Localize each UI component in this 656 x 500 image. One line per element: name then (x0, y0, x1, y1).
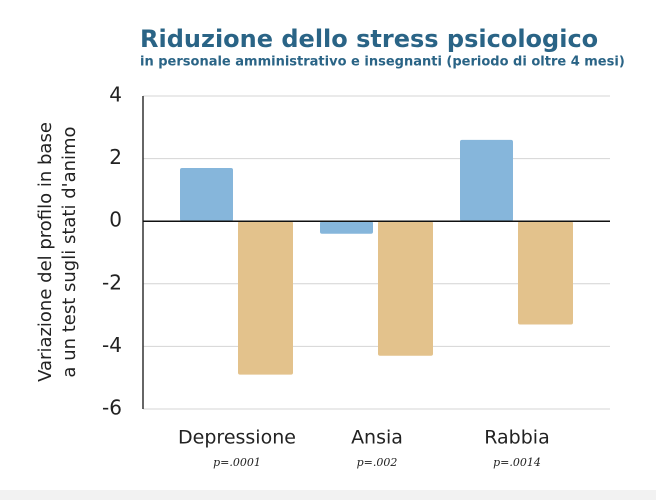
bar (238, 221, 293, 375)
bar (180, 167, 233, 222)
y-tick-label: -2 (102, 270, 122, 294)
bar (518, 221, 573, 325)
y-tick-label: -4 (102, 333, 122, 357)
bar (378, 221, 433, 356)
y-axis-label: a un test sugli stati d'animo (59, 126, 80, 377)
y-tick-label: 4 (109, 83, 122, 107)
y-tick-label: 0 (109, 208, 122, 232)
chart-title: Riduzione dello stress psicologico (140, 25, 598, 53)
y-tick-label: 2 (109, 145, 122, 169)
y-tick-label: -6 (102, 396, 122, 420)
p-value: p=.0014 (493, 456, 541, 469)
p-value: p=.0001 (213, 456, 261, 469)
p-value: p=.002 (357, 456, 398, 469)
bar (320, 221, 373, 234)
x-tick-label: Depressione (178, 427, 296, 449)
bar (460, 139, 513, 222)
y-axis-label: Variazione del profilo in base (35, 122, 56, 382)
footer-strip (0, 490, 656, 500)
x-tick-label: Ansia (351, 427, 403, 449)
x-tick-label: Rabbia (484, 427, 549, 449)
chart-subtitle: in personale amministrativo e insegnanti… (140, 55, 625, 70)
